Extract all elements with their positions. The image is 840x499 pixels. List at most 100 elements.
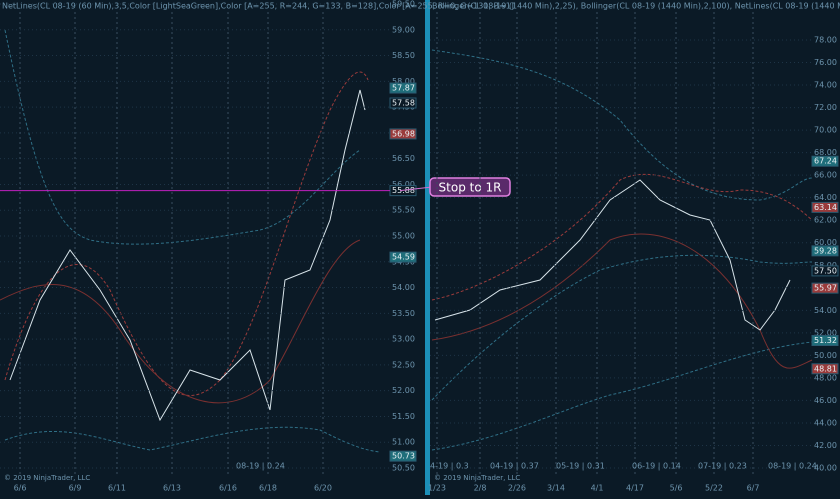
date-label: 3/14	[547, 484, 565, 493]
date-label: 5/22	[705, 484, 723, 493]
price-badge	[811, 155, 839, 167]
contract-label: 07-19 | 0.23	[698, 462, 747, 471]
price-badge-label: 67.24	[814, 157, 837, 166]
price-label: 53.00	[392, 335, 415, 344]
panel-header: Bollinger(CL 08-19 (1440 Min),2,25), Bol…	[432, 2, 840, 11]
band	[4, 426, 381, 453]
price-badge-label: 57.50	[814, 266, 837, 275]
callout-pointer	[399, 186, 433, 192]
price-badge-label: 55.97	[814, 284, 837, 293]
date-label: 4/1	[591, 484, 604, 493]
date-label: 4/17	[626, 484, 644, 493]
contract-label: 4-19 | 0.3	[430, 462, 469, 471]
price-label: 78.00	[814, 36, 837, 45]
date-label: 1/23	[428, 484, 446, 493]
contract-label: 06-19 | 0.14	[632, 462, 681, 471]
price-label: 54.00	[814, 306, 837, 315]
contract-label: 08-19 | 0.24	[236, 462, 285, 471]
price-badge-label: 54.59	[392, 253, 415, 262]
price-label: 70.00	[814, 126, 837, 135]
price-label: 54.00	[392, 283, 415, 292]
band	[431, 49, 813, 201]
price-label: 62.00	[814, 216, 837, 225]
band	[4, 71, 369, 396]
price	[434, 179, 791, 331]
price-badge-label: 48.81	[814, 364, 837, 373]
date-label: 6/7	[747, 484, 760, 493]
price-badge-label: 63.14	[814, 203, 837, 212]
price-label: 52.00	[814, 328, 837, 337]
price-label: 58.50	[392, 51, 415, 60]
price-label: 51.00	[392, 438, 415, 447]
date-label: 5/6	[670, 484, 683, 493]
divider	[425, 0, 430, 495]
price-label: 48.00	[814, 373, 837, 382]
band	[4, 29, 361, 245]
date-label: 6/9	[69, 484, 82, 493]
price-badge-label: 56.98	[392, 129, 415, 138]
date-label: 6/11	[108, 484, 126, 493]
price-label: 55.00	[392, 232, 415, 241]
date-label: 6/6	[14, 484, 27, 493]
band	[431, 254, 813, 401]
copyright: © 2019 NinjaTrader, LLC	[4, 474, 90, 482]
price-badge	[811, 282, 839, 294]
price-label: 64.00	[814, 193, 837, 202]
price-label: 53.50	[392, 309, 415, 318]
price-badge	[389, 128, 417, 140]
price-badge	[811, 201, 839, 213]
price-label: 56.50	[392, 154, 415, 163]
price-badge	[811, 265, 839, 277]
price-badge	[811, 363, 839, 375]
price-label: 42.00	[814, 441, 837, 450]
price-badge	[389, 450, 417, 462]
price-label: 52.00	[392, 386, 415, 395]
band	[431, 233, 813, 369]
date-label: 6/20	[314, 484, 332, 493]
price-label: 40.00	[814, 464, 837, 473]
price-label: 55.50	[392, 206, 415, 215]
price-label: 58.00	[392, 77, 415, 86]
price-label: 68.00	[814, 148, 837, 157]
price-label: 59.00	[392, 25, 415, 34]
panel-header: NetLines(CL 08-19 (60 Min),3,5,Color [Li…	[2, 2, 514, 11]
price-label: 74.00	[814, 81, 837, 90]
price-badge-label: 59.28	[814, 246, 837, 255]
price-label: 60.00	[814, 238, 837, 247]
callout-text: Stop to 1R	[439, 181, 502, 195]
price-label: 72.00	[814, 103, 837, 112]
date-label: 6/18	[259, 484, 277, 493]
price-label: 66.00	[814, 171, 837, 180]
band	[0, 239, 361, 404]
price-label: 51.50	[392, 412, 415, 421]
price-badge-label: 57.87	[392, 84, 415, 93]
contract-label: 05-19 | 0.31	[556, 462, 605, 471]
date-label: 2/26	[508, 484, 526, 493]
price-badge	[389, 82, 417, 94]
indicator-bands	[0, 29, 813, 453]
band	[431, 173, 813, 301]
date-label: 6/16	[219, 484, 237, 493]
contract-label: 04-19 | 0.37	[490, 462, 539, 471]
price-badge	[811, 335, 839, 347]
price-label: 59.50	[392, 0, 415, 9]
price-label: 76.00	[814, 58, 837, 67]
band	[431, 341, 813, 451]
price-label: 50.00	[814, 351, 837, 360]
contract-label: 08-19 | 0.24	[768, 462, 817, 471]
price-badge-label: 51.32	[814, 336, 837, 345]
price	[9, 89, 366, 422]
price-label: 44.00	[814, 418, 837, 427]
date-label: 2/8	[474, 484, 487, 493]
price-label: 58.00	[814, 261, 837, 270]
price-label: 46.00	[814, 396, 837, 405]
price-badge-label: 50.73	[392, 452, 415, 461]
copyright: © 2019 NinjaTrader, LLC	[434, 474, 520, 482]
price-badge	[389, 97, 417, 109]
price-badge-label: 57.58	[392, 98, 415, 107]
callout-box	[429, 177, 511, 197]
price-label: 56.00	[392, 180, 415, 189]
